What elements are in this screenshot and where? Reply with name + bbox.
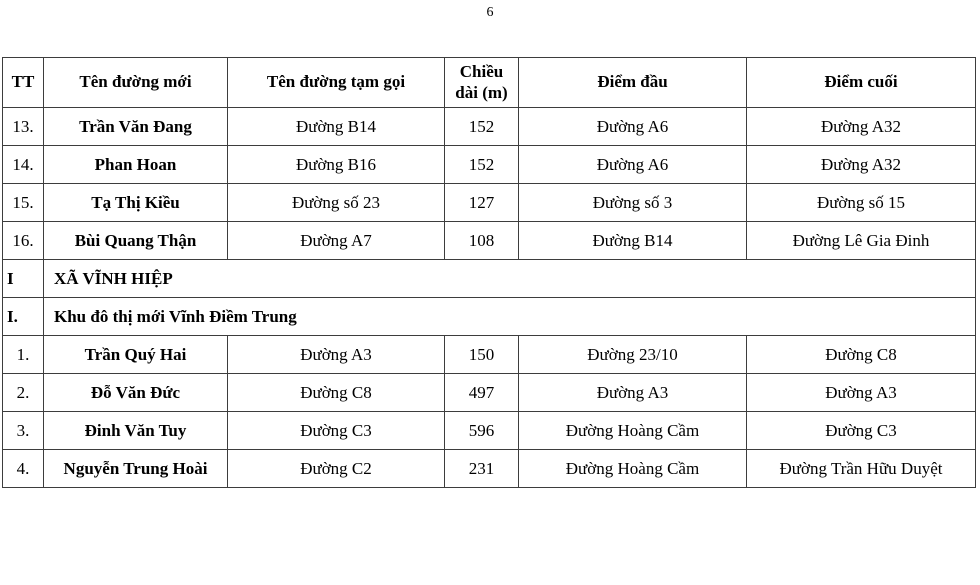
section-row: I XÃ VĨNH HIỆP	[2, 259, 976, 298]
row-number: 3.	[2, 411, 44, 450]
street-length: 152	[444, 145, 519, 184]
header-new-street-name: Tên đường mới	[43, 57, 228, 108]
header-start-point: Điểm đầu	[518, 57, 747, 108]
header-length: Chiều dài (m)	[444, 57, 519, 108]
temp-street-name: Đường C2	[227, 449, 445, 488]
page-number: 6	[486, 5, 494, 20]
table-row: 4. Nguyễn Trung Hoài Đường C2 231 Đường …	[2, 449, 976, 488]
street-length: 231	[444, 449, 519, 488]
temp-street-name: Đường B16	[227, 145, 445, 184]
header-row: TT Tên đường mới Tên đường tạm gọi Chiều…	[2, 57, 976, 108]
new-street-name: Đinh Văn Tuy	[43, 411, 228, 450]
start-point: Đường A6	[518, 145, 747, 184]
table-row: 15. Tạ Thị Kiều Đường số 23 127 Đường số…	[2, 183, 976, 222]
end-point: Đường Trần Hữu Duyệt	[746, 449, 976, 488]
new-street-name: Phan Hoan	[43, 145, 228, 184]
temp-street-name: Đường A3	[227, 335, 445, 374]
table-body: 13. Trần Văn Đang Đường B14 152 Đường A6…	[2, 107, 976, 488]
end-point: Đường A32	[746, 145, 976, 184]
end-point: Đường A32	[746, 107, 976, 146]
table-row: 13. Trần Văn Đang Đường B14 152 Đường A6…	[2, 107, 976, 146]
table-row: 14. Phan Hoan Đường B16 152 Đường A6 Đườ…	[2, 145, 976, 184]
end-point: Đường số 15	[746, 183, 976, 222]
start-point: Đường A6	[518, 107, 747, 146]
start-point: Đường B14	[518, 221, 747, 260]
header-temp-street-name: Tên đường tạm gọi	[227, 57, 445, 108]
street-length: 108	[444, 221, 519, 260]
temp-street-name: Đường số 23	[227, 183, 445, 222]
temp-street-name: Đường B14	[227, 107, 445, 146]
table-header: TT Tên đường mới Tên đường tạm gọi Chiều…	[2, 57, 976, 108]
section-title: Khu đô thị mới Vĩnh Điềm Trung	[43, 297, 976, 336]
new-street-name: Tạ Thị Kiều	[43, 183, 228, 222]
header-end-point: Điểm cuối	[746, 57, 976, 108]
row-number: 13.	[2, 107, 44, 146]
temp-street-name: Đường C8	[227, 373, 445, 412]
start-point: Đường 23/10	[518, 335, 747, 374]
section-number: I	[2, 259, 44, 298]
street-length: 596	[444, 411, 519, 450]
new-street-name: Đỗ Văn Đức	[43, 373, 228, 412]
row-number: 1.	[2, 335, 44, 374]
section-title: XÃ VĨNH HIỆP	[43, 259, 976, 298]
row-number: 15.	[2, 183, 44, 222]
end-point: Đường C8	[746, 335, 976, 374]
end-point: Đường A3	[746, 373, 976, 412]
new-street-name: Trần Quý Hai	[43, 335, 228, 374]
start-point: Đường Hoàng Cầm	[518, 411, 747, 450]
new-street-name: Bùi Quang Thận	[43, 221, 228, 260]
end-point: Đường C3	[746, 411, 976, 450]
street-length: 127	[444, 183, 519, 222]
table-row: 3. Đinh Văn Tuy Đường C3 596 Đường Hoàng…	[2, 411, 976, 450]
header-tt: TT	[2, 57, 44, 108]
table-row: 16. Bùi Quang Thận Đường A7 108 Đường B1…	[2, 221, 976, 260]
street-length: 497	[444, 373, 519, 412]
street-length: 152	[444, 107, 519, 146]
street-naming-table: TT Tên đường mới Tên đường tạm gọi Chiều…	[2, 57, 976, 488]
start-point: Đường số 3	[518, 183, 747, 222]
table-row: 2. Đỗ Văn Đức Đường C8 497 Đường A3 Đườn…	[2, 373, 976, 412]
table-row: 1. Trần Quý Hai Đường A3 150 Đường 23/10…	[2, 335, 976, 374]
section-number: I.	[2, 297, 44, 336]
start-point: Đường A3	[518, 373, 747, 412]
new-street-name: Trần Văn Đang	[43, 107, 228, 146]
new-street-name: Nguyễn Trung Hoài	[43, 449, 228, 488]
street-length: 150	[444, 335, 519, 374]
temp-street-name: Đường A7	[227, 221, 445, 260]
section-row: I. Khu đô thị mới Vĩnh Điềm Trung	[2, 297, 976, 336]
end-point: Đường Lê Gia Đinh	[746, 221, 976, 260]
temp-street-name: Đường C3	[227, 411, 445, 450]
row-number: 4.	[2, 449, 44, 488]
row-number: 14.	[2, 145, 44, 184]
start-point: Đường Hoàng Cầm	[518, 449, 747, 488]
row-number: 2.	[2, 373, 44, 412]
row-number: 16.	[2, 221, 44, 260]
